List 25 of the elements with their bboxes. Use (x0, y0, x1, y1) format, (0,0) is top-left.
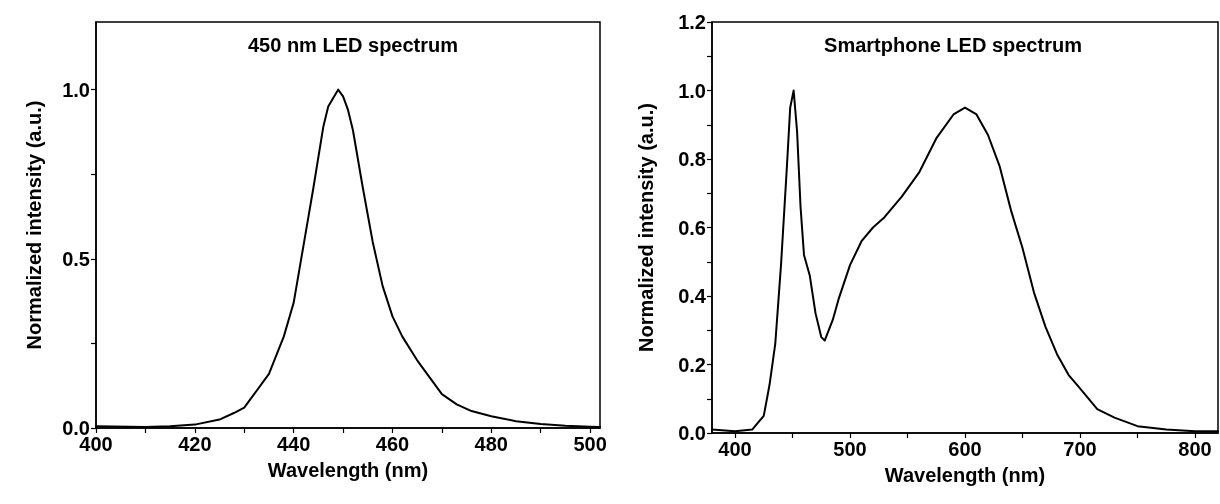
x-tick-label: 500 (833, 438, 867, 460)
x-tick-label: 400 (718, 438, 752, 460)
x-tick-label: 420 (178, 433, 212, 455)
text: 450 nm LED spectrum (247, 34, 459, 56)
x-tick-label: 600 (948, 438, 982, 460)
y-tick-label: 0.8 (678, 148, 706, 170)
y-tick-label: 1.0 (678, 79, 706, 102)
x-tick-label: 700 (1063, 438, 1097, 460)
x-axis-title: Wavelength (nm) (267, 459, 429, 481)
y-tick-label: 1.2 (678, 11, 706, 33)
y-tick-label: 0.0 (678, 422, 706, 444)
y-tick-label: 1.0 (62, 78, 90, 101)
y-axis-title: Normalized intensity (a.u.) (635, 103, 657, 352)
y-axis-title: Normalized intensity (a.u.) (23, 100, 45, 350)
x-tick-label: 460 (375, 433, 410, 455)
y-tick-label: 0.5 (62, 247, 90, 270)
y-tick-label: 0.2 (678, 353, 706, 376)
x-tick-label: 480 (474, 433, 508, 455)
y-tick-label: 0.6 (678, 216, 706, 239)
y-tick-label: 0.4 (678, 285, 707, 307)
x-tick-label: 500 (573, 433, 607, 455)
x-tick-label: 800 (1178, 438, 1212, 460)
x-tick-label: 440 (276, 433, 311, 455)
x-axis-title: Wavelength (nm) (884, 464, 1046, 486)
text: Smartphone LED spectrum (824, 34, 1082, 56)
